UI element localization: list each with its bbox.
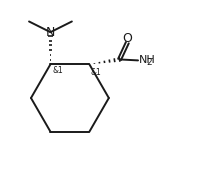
Text: NH: NH bbox=[139, 55, 156, 65]
Text: &1: &1 bbox=[91, 68, 101, 77]
Text: 2: 2 bbox=[146, 58, 152, 67]
Text: &1: &1 bbox=[53, 66, 63, 75]
Text: O: O bbox=[122, 32, 132, 45]
Text: N: N bbox=[46, 26, 55, 39]
